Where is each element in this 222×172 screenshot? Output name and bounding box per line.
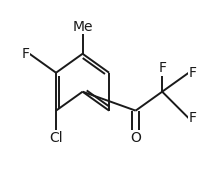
Text: F: F [189,66,197,80]
Text: F: F [158,61,166,75]
Text: Me: Me [72,20,93,34]
Text: F: F [189,111,197,125]
Text: Cl: Cl [49,131,63,145]
Text: F: F [22,47,30,61]
Text: O: O [130,131,141,145]
